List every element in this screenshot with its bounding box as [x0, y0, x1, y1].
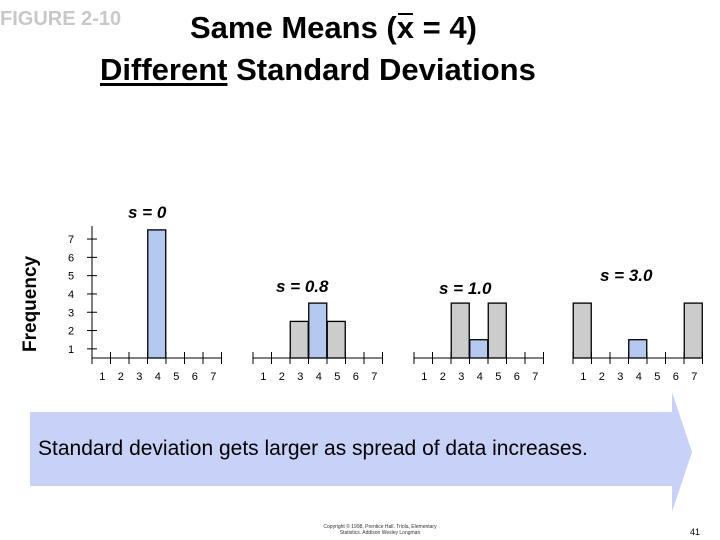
x-tick-label: 1	[421, 371, 427, 383]
panel-label: s = 3.0	[600, 266, 653, 285]
bar	[628, 339, 648, 359]
callout-arrow	[30, 392, 692, 512]
x-tick-label: 6	[192, 371, 198, 383]
bar	[450, 302, 470, 359]
x-tick-label: 1	[99, 371, 105, 383]
title-line-1: Same Means (x = 4)	[190, 10, 477, 46]
title-underlined-word: Different	[100, 52, 228, 87]
title-prefix: Same Means (	[190, 10, 397, 45]
x-tick-label: 4	[636, 371, 642, 383]
x-tick-label: 2	[440, 371, 446, 383]
x-tick-label: 6	[673, 371, 679, 383]
bar	[308, 302, 328, 359]
bar	[469, 339, 489, 359]
y-tick-label: 2	[68, 326, 74, 338]
callout-text: Standard deviation gets larger as spread…	[38, 437, 588, 460]
x-bar-symbol: x	[396, 10, 415, 45]
x-tick-label: 5	[334, 371, 340, 383]
x-tick-label: 7	[691, 371, 697, 383]
x-tick-label: 5	[654, 371, 660, 383]
footer-copyright: Copyright © 1998, Prentice Hall. Triola,…	[323, 524, 437, 536]
x-tick-label: 3	[136, 371, 142, 383]
x-tick-label: 5	[495, 371, 501, 383]
x-tick-label: 3	[617, 371, 623, 383]
x-tick-label: 3	[297, 371, 303, 383]
x-tick-label: 4	[477, 371, 483, 383]
bar	[289, 320, 309, 359]
bar	[683, 302, 703, 359]
x-tick-label: 2	[599, 371, 605, 383]
x-tick-label: 1	[580, 371, 586, 383]
bar	[572, 302, 592, 359]
x-tick-label: 4	[155, 371, 161, 383]
title-suffix: = 4)	[414, 10, 477, 45]
y-tick-label: 4	[68, 289, 74, 301]
bar	[147, 229, 167, 359]
panel-label: s = 1.0	[439, 279, 492, 298]
bar	[326, 320, 346, 359]
x-tick-label: 7	[210, 371, 216, 383]
y-tick-label: 1	[68, 344, 74, 356]
bar	[487, 302, 507, 359]
panel-label: s = 0.8	[276, 277, 329, 296]
x-tick-label: 2	[118, 371, 124, 383]
page-number: 41	[690, 527, 701, 537]
x-tick-label: 4	[316, 371, 322, 383]
x-tick-label: 7	[532, 371, 538, 383]
y-tick-label: 3	[68, 307, 74, 319]
title-rest: Standard Deviations	[227, 52, 536, 87]
y-tick-label: 6	[68, 252, 74, 264]
x-tick-label: 6	[514, 371, 520, 383]
x-tick-label: 3	[458, 371, 464, 383]
panel-label: s = 0	[128, 203, 167, 222]
y-tick-label: 7	[68, 234, 74, 246]
title-line-2: Different Standard Deviations	[100, 52, 536, 88]
x-tick-label: 2	[279, 371, 285, 383]
y-tick-label: 5	[68, 271, 74, 283]
x-tick-label: 6	[353, 371, 359, 383]
x-tick-label: 7	[371, 371, 377, 383]
figure-label: FIGURE 2-10	[0, 8, 122, 30]
x-tick-label: 5	[173, 371, 179, 383]
x-tick-label: 1	[260, 371, 266, 383]
